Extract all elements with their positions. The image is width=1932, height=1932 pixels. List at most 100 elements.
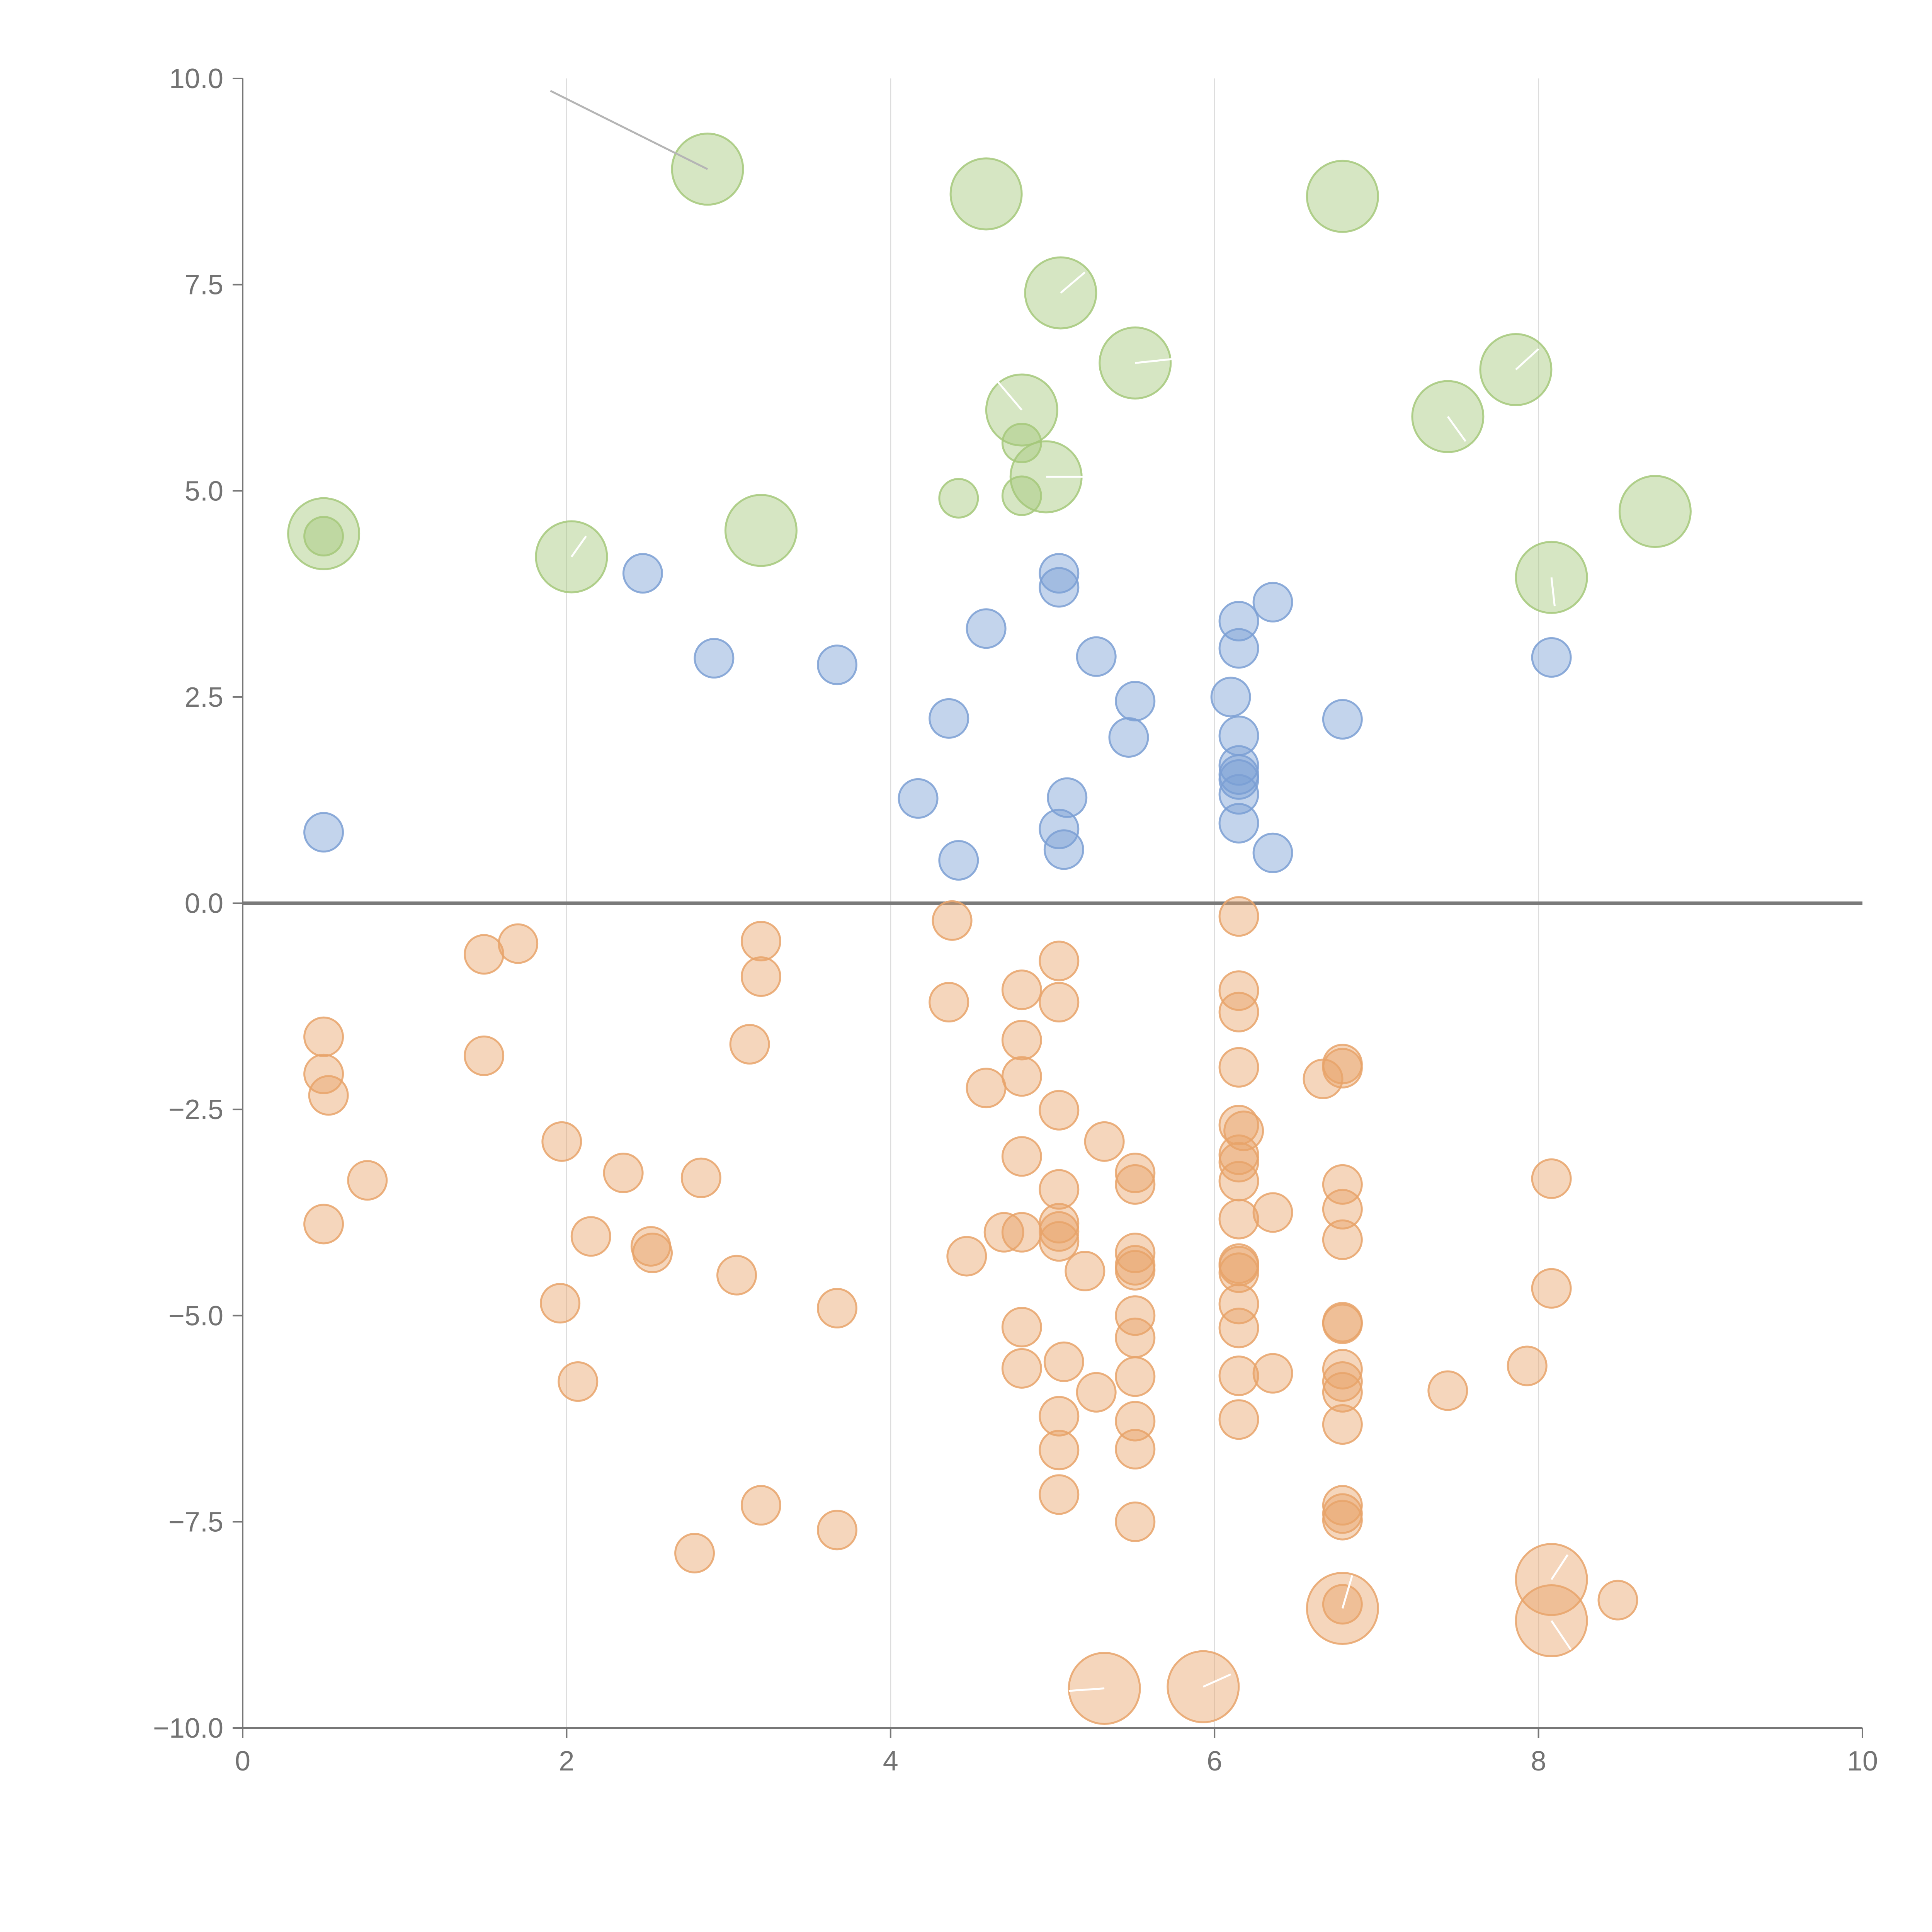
x-tick-label: 2 — [559, 1746, 574, 1777]
positive-point — [966, 608, 1007, 649]
negative-point — [1039, 1430, 1080, 1471]
positive-point — [816, 645, 857, 685]
negative-point — [1322, 1219, 1363, 1260]
positive-point — [1218, 745, 1259, 786]
negative-point — [464, 1035, 505, 1076]
y-tick-label: −2.5 — [168, 1094, 223, 1125]
negative-point — [1218, 1308, 1259, 1349]
positive-point — [1115, 681, 1156, 722]
negative-point — [1252, 1353, 1293, 1394]
negative-point — [716, 1255, 757, 1296]
x-tick-label: 8 — [1531, 1746, 1546, 1777]
large-negative-point — [1515, 1584, 1588, 1658]
positive-point — [929, 698, 969, 739]
large-positive-point — [949, 157, 1023, 231]
positive-point — [1108, 717, 1149, 758]
negative-point — [1223, 1111, 1264, 1151]
negative-point — [1507, 1345, 1548, 1386]
negative-point — [464, 934, 505, 975]
negative-point — [1039, 1169, 1080, 1210]
negative-point — [570, 1216, 611, 1257]
large-positive-point — [303, 516, 344, 557]
negative-point — [816, 1510, 857, 1551]
negative-point — [1322, 1048, 1363, 1088]
negative-point — [1322, 1372, 1363, 1413]
x-tick-label: 10 — [1847, 1746, 1878, 1777]
x-tick-label: 0 — [235, 1746, 250, 1777]
negative-point — [1001, 1136, 1042, 1177]
positive-point — [694, 638, 735, 679]
negative-point — [1218, 1252, 1259, 1293]
negative-point — [1218, 1355, 1259, 1396]
positive-point — [1039, 567, 1080, 608]
annotation-line — [1551, 1620, 1572, 1650]
negative-point — [816, 1288, 857, 1329]
negative-point — [1218, 896, 1259, 937]
negative-point — [1043, 1341, 1084, 1382]
negative-point — [1115, 1317, 1156, 1358]
y-tick-label: −5.0 — [168, 1301, 223, 1332]
negative-point — [1597, 1580, 1638, 1621]
negative-point — [1115, 1233, 1156, 1274]
positive-point — [1531, 637, 1572, 678]
negative-point — [1039, 1474, 1080, 1515]
negative-point — [1115, 1501, 1156, 1542]
positive-point — [1218, 759, 1259, 800]
positive-point — [1252, 832, 1293, 873]
negative-point — [1252, 1192, 1293, 1233]
positive-point — [898, 778, 939, 819]
negative-point — [1039, 1211, 1080, 1252]
y-tick-label: 0.0 — [185, 888, 223, 919]
annotation-line — [1341, 1575, 1353, 1609]
positive-point — [1322, 699, 1363, 740]
large-positive-point — [724, 494, 798, 567]
ticks: 0 2 4 6 8 10 10.0 7.5 5.0 2.5 0.0 −2.5 −5.0 −7.5 −10.0 — [153, 63, 1878, 1777]
annotation-line — [1068, 1687, 1105, 1692]
negative-point — [674, 1532, 715, 1573]
negative-point — [632, 1233, 673, 1274]
negative-point — [1218, 992, 1259, 1032]
negative-point — [1218, 970, 1259, 1011]
x-tick-label: 6 — [1207, 1746, 1222, 1777]
positive-point — [1218, 774, 1259, 815]
negative-point — [1076, 1372, 1117, 1413]
negative-point — [983, 1212, 1024, 1253]
negative-point — [540, 1283, 581, 1324]
positive-point — [1210, 677, 1251, 718]
negative-point — [1001, 1307, 1042, 1348]
negative-point — [729, 1024, 770, 1065]
negative-point — [1218, 1047, 1259, 1088]
negative-point — [1065, 1250, 1105, 1291]
negative-point — [966, 1068, 1007, 1109]
negative-point — [1039, 1221, 1080, 1262]
annotation-line — [1551, 1554, 1569, 1580]
negative-point — [1001, 1020, 1042, 1061]
negative-point — [1322, 1361, 1363, 1402]
positive-point — [1252, 582, 1293, 622]
large-positive-point — [1306, 160, 1379, 233]
negative-point — [303, 1204, 344, 1245]
large-positive-point — [1618, 475, 1692, 548]
large-positive-point — [287, 497, 361, 570]
annotation-line — [1202, 1673, 1231, 1688]
annotation-line — [1060, 271, 1086, 294]
positive-point — [1039, 553, 1080, 594]
large-positive-point — [1001, 422, 1042, 463]
negative-point — [1115, 1401, 1156, 1442]
negative-point — [1322, 1584, 1363, 1625]
positive-point — [1043, 829, 1084, 870]
negative-point — [1322, 1500, 1363, 1541]
negative-point — [1001, 1212, 1042, 1253]
y-tick-label: 7.5 — [185, 270, 223, 301]
negative-point — [1322, 1164, 1363, 1205]
negative-point — [740, 956, 781, 997]
x-tick-label: 4 — [883, 1746, 898, 1777]
negative-point — [1218, 1161, 1259, 1202]
large-positive-point — [938, 478, 979, 519]
negative-point — [303, 1016, 344, 1057]
negative-point — [603, 1152, 644, 1193]
positive-point — [622, 553, 663, 594]
y-tick-label: 5.0 — [185, 476, 223, 507]
large-positive-point — [1515, 541, 1588, 614]
